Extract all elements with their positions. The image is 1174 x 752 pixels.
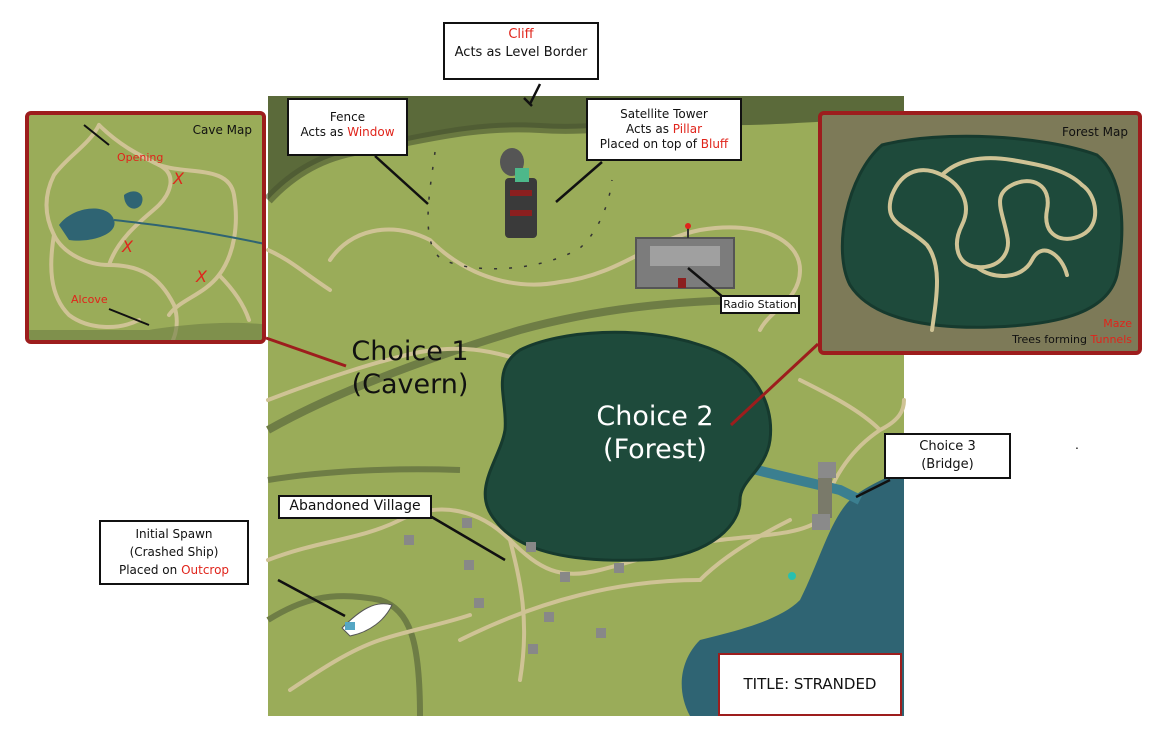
cave-map-title: Cave Map [192,123,252,137]
inset-pointer [729,342,820,427]
forest-area [483,330,773,562]
satellite-line2-prefix: Acts as [625,122,673,136]
cave-alcove-label: Alcove [71,293,108,306]
fence-label: Fence Acts as Window [287,98,408,156]
inset-pointer [265,336,347,368]
cave-map-inset: Cave Map Opening Alcove X X X [25,111,266,344]
houses [404,518,624,654]
choice1-line1: Choice 1 [351,336,469,367]
ridge [266,296,761,434]
fence-highlight: Window [347,125,395,139]
marker-dot [788,572,796,580]
forest-trees-prefix: Trees forming [1012,333,1091,346]
spawn-line3-highlight: Outcrop [181,563,230,577]
choice2-line2: (Forest) [603,434,707,465]
choice1-label: Choice 1 (Cavern) [340,335,480,401]
forest-map-drawing [840,134,1124,332]
cliff-label: Cliff Acts as Level Border [443,22,599,80]
spawn-line2: (Crashed Ship) [129,545,219,559]
stray-dot: . [1075,436,1079,452]
satellite-line2-highlight: Pillar [672,122,703,136]
satellite-tower-label: Satellite Tower Acts as Pillar Placed on… [586,98,742,161]
choice3-line2: (Bridge) [921,457,974,472]
fence [427,151,613,270]
forest-map-title: Forest Map [1062,125,1128,139]
initial-spawn-label: Initial Spawn (Crashed Ship) Placed on O… [99,520,249,585]
forest-tunnels-note: Trees forming Tunnels [1012,333,1132,346]
satellite-line3-prefix: Placed on top of [599,137,701,151]
forest-map-inset: Forest Map Maze Trees forming Tunnels [818,111,1142,355]
radio-station-label: Radio Station [720,295,800,314]
fence-prefix: Acts as [300,125,348,139]
cave-map-drawing [29,123,262,340]
choice3-line1: Choice 3 [919,439,976,454]
choice2-line1: Choice 2 [596,401,714,432]
bridge-pillar [818,462,836,478]
crashed-ship [341,603,393,637]
spawn-line1: Initial Spawn [135,527,213,541]
forest-trees-highlight: Tunnels [1090,333,1132,346]
cave-marker-3: X [196,267,207,286]
choice2-label: Choice 2 (Forest) [585,400,725,466]
cliff-border [268,96,904,200]
choice3-label: Choice 3 (Bridge) [884,433,1011,479]
satellite-line3-highlight: Bluff [700,137,729,151]
pointer-lines [277,83,891,618]
choice1-line2: (Cavern) [351,369,469,400]
abandoned-village-label: Abandoned Village [278,495,432,519]
cliff-title: Cliff [508,27,534,42]
satellite-tower [500,148,537,238]
cave-marker-2: X [122,237,133,256]
ridge [267,466,461,483]
title-box: TITLE: STRANDED [718,653,902,716]
bridge-pillar [812,514,830,530]
forest-maze-label: Maze [1103,317,1132,330]
bridge-deck [818,478,832,518]
ridge [266,593,423,717]
fence-title: Fence [329,110,366,124]
cave-marker-1: X [173,169,184,188]
cave-opening-label: Opening [117,151,164,164]
spawn-line3-prefix: Placed on [118,563,182,577]
fence-subtitle: Acts as Window [289,125,406,140]
satellite-line2: Acts as Pillar [588,122,740,137]
cliff-subtitle: Acts as Level Border [454,45,588,60]
satellite-title: Satellite Tower [620,107,708,121]
radio-station-building [635,223,735,289]
spawn-line3: Placed on Outcrop [101,561,247,579]
satellite-line3: Placed on top of Bluff [588,137,740,152]
